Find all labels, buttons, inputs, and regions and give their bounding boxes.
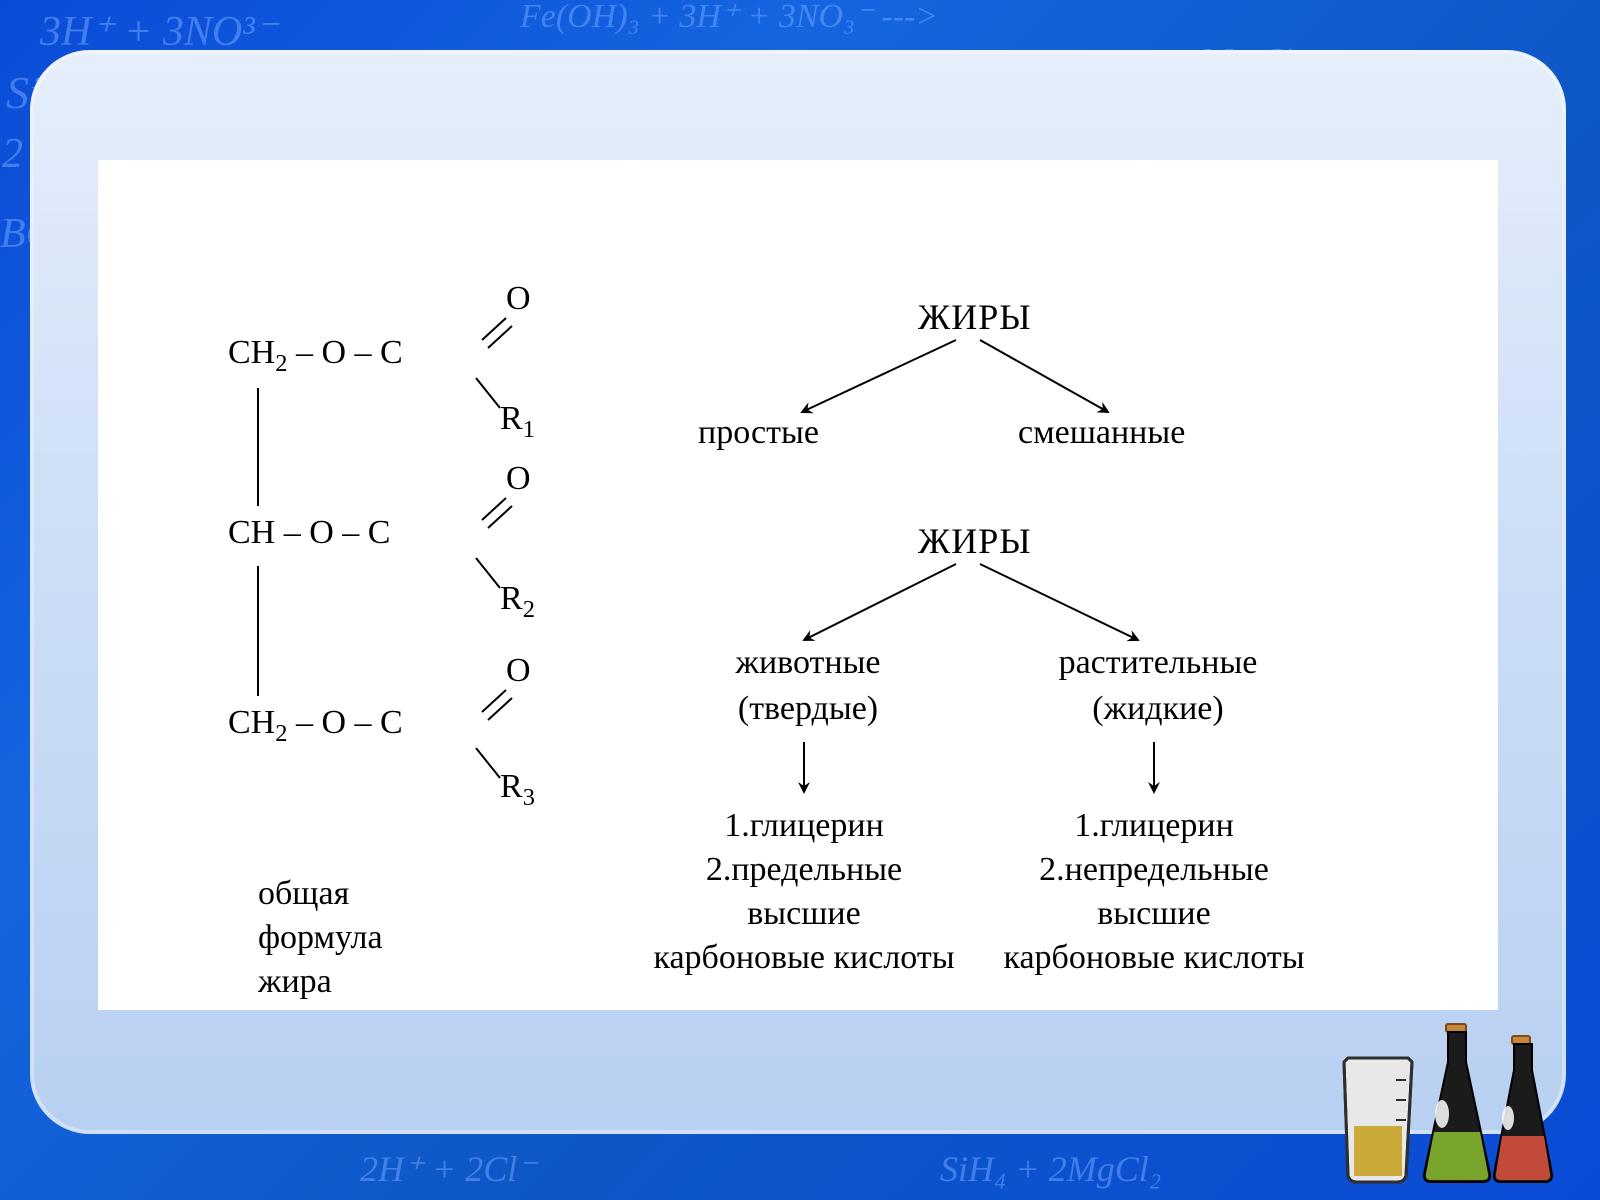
tree2-left-list: 1.глицерин 2.предельные высшие карбоновы… — [653, 804, 954, 980]
bg-formula: 2H⁺ + 2Cl⁻ — [360, 1148, 536, 1190]
flask-green-icon — [1424, 1024, 1490, 1182]
formula-line: CH2 – O – C — [228, 334, 403, 378]
tree2-right-list: 1.глицерин 2.непредельные высшие карбоно… — [1003, 804, 1304, 980]
r-label: R2 — [500, 580, 535, 624]
bg-formula: Fe(OH)₃ + 3H⁺ + 3NO₃⁻ ---> — [520, 0, 938, 36]
tree2-left: животные (твердые) — [708, 640, 908, 732]
atom: CH — [228, 334, 275, 371]
bg-formula: 3H⁺ + 3NO³⁻ — [40, 6, 277, 56]
slide-stage: 3H⁺ + 3NO³⁻ Fe(OH)₃ + 3H⁺ + 3NO₃⁻ ---> F… — [0, 0, 1600, 1200]
oxygen-label: O — [506, 460, 531, 498]
subscript: 2 — [275, 720, 287, 747]
bg-formula: SiH₄ + 2MgCl₂ — [940, 1148, 1161, 1190]
tree1-left: простые — [698, 414, 819, 452]
flasks-icon — [1334, 1016, 1564, 1186]
tree1-title: ЖИРЫ — [918, 296, 1032, 338]
r-label: R3 — [500, 768, 535, 812]
flask-red-icon — [1494, 1036, 1552, 1182]
content-card: CH2 – O – C CH – O – C CH2 – O – C O O O… — [98, 160, 1498, 1010]
tree2-right: растительные (жидкие) — [1028, 640, 1288, 732]
formula-caption: общая формула жира — [258, 872, 383, 1004]
bg-formula: 2 — [2, 130, 23, 178]
r-label: R1 — [500, 400, 535, 444]
formula-line: CH – O – C — [228, 514, 390, 552]
oxygen-label: O — [506, 280, 531, 318]
oxygen-label: O — [506, 652, 531, 690]
atom: CH — [228, 704, 275, 741]
subscript: 2 — [275, 350, 287, 377]
atom: CH – O – C — [228, 514, 390, 551]
bond-text: – O – C — [287, 704, 402, 741]
tree1-right: смешанные — [1018, 414, 1185, 452]
beaker-icon — [1344, 1058, 1412, 1182]
tree2-title: ЖИРЫ — [918, 520, 1032, 562]
bond-text: – O – C — [287, 334, 402, 371]
formula-line: CH2 – O – C — [228, 704, 403, 748]
